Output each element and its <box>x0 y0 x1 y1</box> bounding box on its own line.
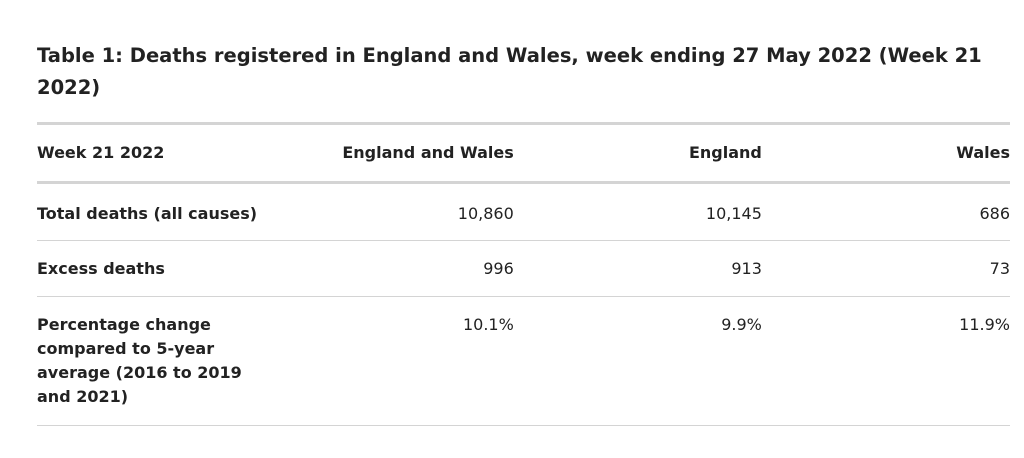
row-label-total-deaths: Total deaths (all causes) <box>37 204 258 223</box>
table-row: Excess deaths 996 913 73 <box>37 241 1010 297</box>
table-body: Total deaths (all causes) 10,860 10,145 … <box>37 183 1010 426</box>
header-week: Week 21 2022 <box>37 143 165 162</box>
deaths-table: Week 21 2022 England and Wales England W… <box>37 122 1010 426</box>
row-label-percentage-change: Percentage change compared to 5-year ave… <box>37 315 242 406</box>
cell-pct-wales: 11.9% <box>959 315 1010 334</box>
cell-excess-england-and-wales: 996 <box>483 259 514 278</box>
header-wales: Wales <box>956 143 1010 162</box>
header-row: Week 21 2022 England and Wales England W… <box>37 123 1010 183</box>
header-england: England <box>688 143 762 162</box>
cell-total-england: 10,145 <box>705 204 762 223</box>
table-row: Percentage change compared to 5-year ave… <box>37 297 1010 426</box>
header-england-and-wales: England and Wales <box>342 143 514 162</box>
cell-excess-england: 913 <box>731 259 762 278</box>
table-container: Table 1: Deaths registered in England an… <box>37 40 1010 426</box>
table-row: Total deaths (all causes) 10,860 10,145 … <box>37 183 1010 241</box>
cell-total-england-and-wales: 10,860 <box>457 204 514 223</box>
cell-pct-england: 9.9% <box>721 315 762 334</box>
row-label-excess-deaths: Excess deaths <box>37 259 165 278</box>
cell-pct-england-and-wales: 10.1% <box>462 315 514 334</box>
cell-excess-wales: 73 <box>989 259 1010 278</box>
cell-total-wales: 686 <box>979 204 1010 223</box>
table-caption: Table 1: Deaths registered in England an… <box>37 44 982 99</box>
table-header: Week 21 2022 England and Wales England W… <box>37 123 1010 183</box>
